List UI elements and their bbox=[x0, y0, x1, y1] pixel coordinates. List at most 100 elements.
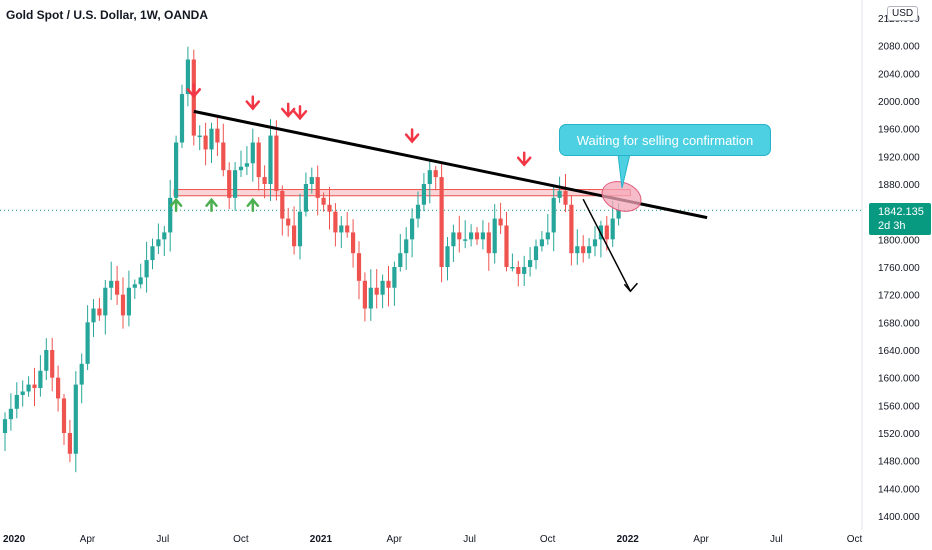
x-tick-label: Oct bbox=[847, 534, 863, 545]
y-tick-label: 1680.000 bbox=[878, 318, 920, 329]
y-tick-label: 1960.000 bbox=[878, 125, 920, 136]
candle-body bbox=[73, 384, 78, 454]
candle-body bbox=[203, 135, 208, 150]
candle-body bbox=[250, 142, 255, 164]
candle-body bbox=[504, 225, 509, 267]
projection-arrow-head bbox=[623, 282, 638, 293]
candle-body bbox=[351, 232, 356, 254]
candle-body bbox=[20, 391, 25, 395]
candle-body bbox=[539, 239, 544, 247]
breakout-ellipse bbox=[601, 181, 642, 212]
candle-body bbox=[221, 142, 226, 171]
candle-body bbox=[368, 287, 373, 309]
sell-arrow bbox=[186, 83, 202, 99]
candle-body bbox=[575, 246, 580, 254]
candle-body bbox=[592, 239, 598, 247]
current-price-value: 1842.135 bbox=[878, 206, 924, 218]
candle-body bbox=[274, 135, 279, 191]
candle-body bbox=[610, 218, 615, 240]
y-tick-label: 1880.000 bbox=[878, 180, 920, 191]
candle-body bbox=[215, 128, 220, 143]
candle-body bbox=[498, 218, 503, 226]
candle-body bbox=[581, 246, 586, 254]
x-tick-label: Jul bbox=[156, 534, 169, 545]
candle-body bbox=[469, 232, 474, 240]
y-tick-label: 1600.000 bbox=[878, 374, 920, 385]
candle-body bbox=[415, 204, 421, 219]
y-tick-label: 1760.000 bbox=[878, 263, 920, 274]
y-tick-label: 2080.000 bbox=[878, 42, 920, 53]
candle-body bbox=[91, 308, 96, 323]
candle-body bbox=[256, 142, 261, 178]
candle-body bbox=[115, 280, 120, 295]
candle-body bbox=[32, 384, 37, 389]
candle-body bbox=[14, 394, 19, 409]
candle-body bbox=[303, 184, 308, 212]
candle-body bbox=[109, 280, 114, 288]
candle-body bbox=[516, 267, 521, 274]
candle-body bbox=[292, 225, 297, 247]
candle-body bbox=[97, 308, 102, 316]
y-tick-label: 1520.000 bbox=[878, 429, 920, 440]
candle-body bbox=[262, 177, 267, 184]
candle-body bbox=[604, 225, 609, 240]
candle-body bbox=[79, 363, 84, 385]
x-tick-label: Apr bbox=[693, 534, 709, 545]
candle-body bbox=[569, 204, 574, 254]
candle-body bbox=[492, 218, 497, 254]
candle-body bbox=[362, 280, 367, 309]
candle-body bbox=[404, 239, 409, 254]
candle-body bbox=[244, 163, 249, 167]
candle-body bbox=[238, 166, 244, 171]
y-tick-label: 2000.000 bbox=[878, 97, 920, 108]
y-tick-label: 1560.000 bbox=[878, 401, 920, 412]
candle-body bbox=[286, 218, 291, 226]
candle-body bbox=[38, 370, 43, 389]
candle-body bbox=[439, 177, 444, 267]
candle-body bbox=[451, 232, 456, 247]
candle-body bbox=[533, 246, 539, 261]
candle-body bbox=[480, 232, 485, 240]
x-tick-label: 2020 bbox=[3, 534, 26, 545]
candle-body bbox=[587, 246, 592, 254]
resistance-zone bbox=[173, 189, 631, 197]
candle-body bbox=[321, 197, 326, 205]
candle-body bbox=[85, 322, 90, 364]
candle-body bbox=[563, 190, 568, 205]
y-tick-label: 2040.000 bbox=[878, 69, 920, 80]
callout-label: Waiting for selling confirmation bbox=[559, 124, 771, 156]
candle-body bbox=[56, 377, 61, 399]
candle-body bbox=[185, 59, 190, 95]
x-tick-label: Oct bbox=[540, 534, 556, 545]
candle-body bbox=[345, 225, 350, 233]
candle-body bbox=[227, 170, 232, 198]
candle-body bbox=[297, 211, 303, 247]
current-price-tag: 1842.135 2d 3h bbox=[869, 203, 931, 235]
candle-body bbox=[427, 170, 432, 184]
y-tick-label: 1640.000 bbox=[878, 346, 920, 357]
candle-body bbox=[463, 239, 468, 241]
sell-arrow bbox=[245, 95, 261, 111]
candle-body bbox=[61, 398, 67, 433]
candle-body bbox=[2, 419, 8, 433]
currency-badge[interactable]: USD bbox=[887, 6, 919, 21]
candle-body bbox=[510, 267, 515, 269]
candle-body bbox=[474, 232, 480, 240]
candle-body bbox=[433, 170, 438, 178]
candle-body bbox=[144, 260, 149, 278]
bar-countdown: 2d 3h bbox=[878, 220, 906, 232]
candle-body bbox=[50, 350, 55, 378]
candle-body bbox=[26, 384, 31, 392]
y-tick-label: 1440.000 bbox=[878, 484, 920, 495]
x-tick-label: Jul bbox=[770, 534, 783, 545]
candle-body bbox=[545, 232, 550, 240]
candle-body bbox=[445, 246, 450, 267]
candle-body bbox=[522, 267, 527, 274]
x-tick-label: Jul bbox=[463, 534, 476, 545]
candle-body bbox=[280, 190, 285, 219]
candle-body bbox=[150, 246, 155, 261]
candle-body bbox=[233, 170, 238, 198]
projection-arrow-line bbox=[582, 198, 632, 292]
